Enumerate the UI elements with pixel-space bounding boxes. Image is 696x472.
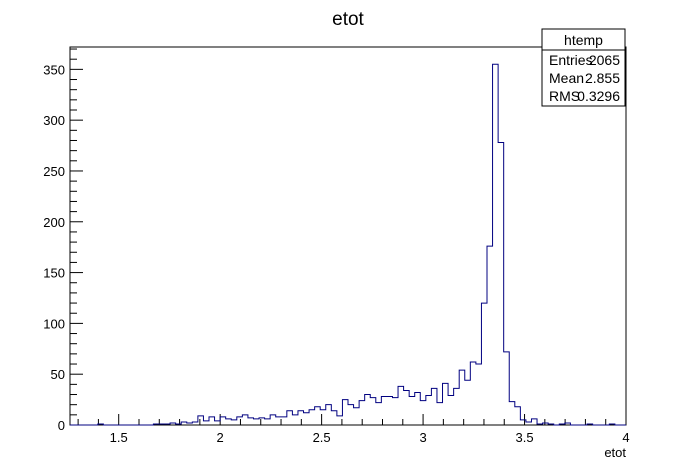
x-tick-label: 1.5 — [110, 430, 128, 445]
stats-mean-value: 2.855 — [585, 70, 620, 86]
histogram-bin — [443, 383, 449, 425]
histogram-bin — [220, 417, 226, 425]
histogram-bin — [504, 352, 510, 425]
stats-box-name: htemp — [564, 32, 603, 48]
histogram-bin — [476, 364, 482, 425]
histogram-bin — [276, 417, 282, 425]
stats-mean-label: Mean — [549, 70, 584, 86]
x-tick-label: 2.5 — [313, 430, 331, 445]
histogram-bin — [426, 396, 432, 425]
histogram-bin — [437, 403, 443, 425]
histogram-bin — [231, 420, 237, 425]
y-tick-label: 150 — [43, 266, 65, 281]
histogram-bin — [331, 411, 337, 425]
histogram-bin — [215, 421, 221, 425]
histogram-bin — [409, 397, 415, 425]
histogram-bin — [326, 405, 332, 425]
histogram-bin — [481, 303, 487, 425]
histogram-bin — [376, 403, 382, 425]
histogram-bin — [248, 418, 254, 425]
histogram-bin — [242, 415, 248, 425]
histogram-bin — [226, 419, 232, 425]
y-tick-label: 300 — [43, 113, 65, 128]
histogram-bin — [415, 392, 421, 425]
stats-box-frame — [541, 28, 626, 107]
histogram-bin — [448, 396, 454, 425]
histogram-bin — [320, 410, 326, 425]
histogram-bin — [531, 419, 537, 425]
histogram-bin — [281, 417, 287, 425]
chart-title: etot — [332, 9, 364, 30]
histogram-bin — [315, 407, 321, 425]
histogram-bin — [304, 413, 310, 425]
x-tick-label: 3 — [419, 430, 426, 445]
histogram-bin — [198, 416, 204, 425]
histogram-bins — [98, 64, 615, 425]
histogram-bin — [203, 421, 209, 425]
histogram-bin — [392, 398, 398, 425]
histogram-bin — [365, 395, 371, 425]
histogram-bin — [404, 390, 410, 425]
y-tick-label: 200 — [43, 215, 65, 230]
histogram-bin — [342, 400, 348, 425]
stats-entries-label: Entries — [549, 52, 593, 68]
stats-entries-value: 2065 — [589, 52, 620, 68]
histogram-bin — [493, 64, 499, 425]
histogram-bin — [348, 405, 354, 425]
histogram-bin — [259, 418, 265, 425]
histogram-bin — [431, 388, 437, 425]
y-tick-label: 250 — [43, 164, 65, 179]
histogram-outline — [70, 63, 626, 426]
x-tick-label: 4 — [622, 430, 629, 445]
y-tick-label: 50 — [51, 367, 65, 382]
histogram-bin — [298, 411, 304, 425]
x-tick-label: 2 — [217, 430, 224, 445]
y-tick-label: 0 — [58, 418, 65, 433]
y-axis: 0 50 100 150 200 250 300 350 — [43, 48, 83, 433]
histogram-bin — [270, 415, 276, 425]
x-axis-label: etot — [604, 445, 626, 460]
histogram-bin — [498, 143, 504, 425]
plot-frame — [69, 46, 627, 426]
histogram-bin — [287, 411, 293, 425]
histogram-bin — [465, 380, 471, 425]
histogram-bin — [515, 407, 521, 425]
histogram-bin — [520, 420, 526, 425]
histogram-bin — [387, 397, 393, 425]
histogram-bin — [237, 417, 243, 425]
stats-rms-label: RMS — [549, 88, 580, 104]
x-tick-label: 3.5 — [516, 430, 534, 445]
histogram-bin — [454, 388, 460, 425]
histogram-bin — [265, 419, 271, 425]
histogram-bin — [470, 362, 476, 425]
y-tick-label: 100 — [43, 316, 65, 331]
histogram-bin — [354, 408, 360, 425]
histogram-bin — [370, 398, 376, 425]
histogram-bin — [309, 410, 315, 425]
x-axis: 1.5 2 2.5 3 3.5 4 — [77, 414, 630, 445]
y-tick-label: 350 — [43, 62, 65, 77]
stats-box: htemp Entries 2065 Mean 2.855 RMS 0.3296 — [541, 28, 626, 107]
histogram-bin — [209, 417, 215, 425]
histogram-bin — [292, 415, 298, 425]
stats-rms-value: 0.3296 — [577, 88, 620, 104]
histogram-bin — [253, 419, 259, 425]
histogram-bin — [487, 246, 493, 425]
histogram-bin — [509, 402, 515, 425]
histogram-bin — [459, 370, 465, 425]
